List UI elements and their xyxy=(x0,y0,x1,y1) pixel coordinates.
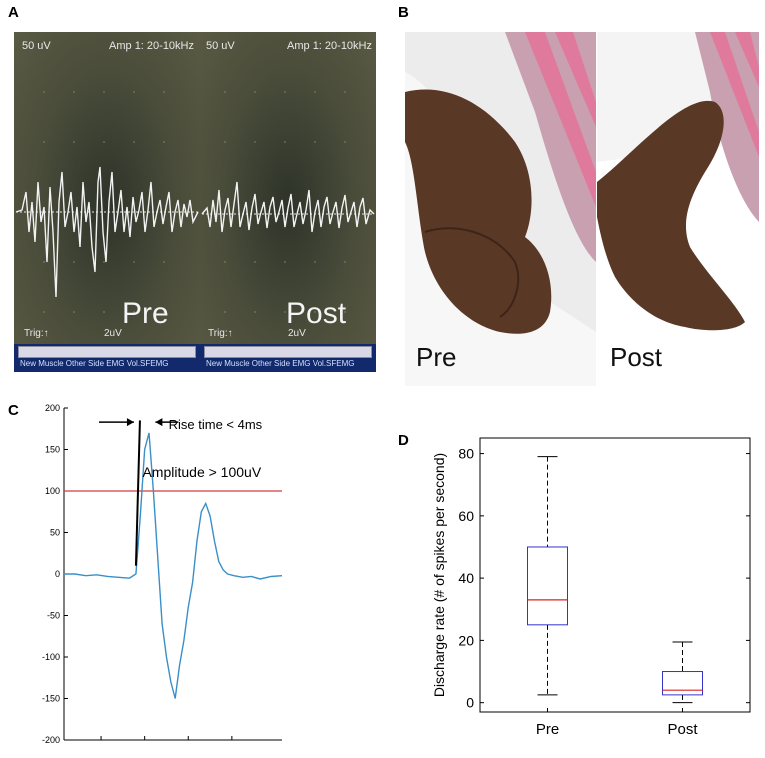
scope-menu: New Muscle Other Side EMG Vol.SFEMG xyxy=(206,359,355,368)
y-tick-label: -150 xyxy=(42,694,60,704)
y-tick-label: 200 xyxy=(45,403,60,413)
pre-label: Pre xyxy=(122,297,169,330)
rise-arrowhead-right xyxy=(155,418,163,427)
photo-post xyxy=(597,32,759,386)
amplitude-annotation: Amplitude > 100uV xyxy=(142,464,261,480)
iqr-box xyxy=(527,546,568,626)
rise-arrowhead-left xyxy=(126,418,134,427)
waveform-line xyxy=(64,432,283,699)
y-tick-label: 20 xyxy=(458,632,474,648)
panel-letter-d: D xyxy=(398,432,409,449)
grid-dots xyxy=(224,91,346,313)
scope-menu: New Muscle Other Side EMG Vol.SFEMG xyxy=(20,359,169,368)
emg-screen-pre-display: 50 uV Amp 1: 20-10kHz Trig:↑ 2uV Pre xyxy=(14,32,200,344)
gain-label: 2uV xyxy=(104,328,122,339)
rise-time-annotation: Rise time < 4ms xyxy=(169,417,263,432)
y-tick-label: 150 xyxy=(45,445,60,455)
y-tick-label: 0 xyxy=(466,695,474,711)
emg-waveform-post xyxy=(201,181,375,233)
plot-frame xyxy=(479,437,751,713)
scale-label: 50 uV xyxy=(22,40,51,52)
panel-letter-c: C xyxy=(8,402,19,419)
y-tick-label: 100 xyxy=(45,486,60,496)
emg-screen-post: 50 uV Amp 1: 20-10kHz Trig:↑ 2uV Post Ne… xyxy=(200,32,376,372)
grid-dots xyxy=(43,91,165,313)
hand-photos xyxy=(405,32,759,386)
trig-label: Trig:↑ xyxy=(24,328,49,339)
emg-waveform-pre xyxy=(15,166,199,298)
iqr-box xyxy=(662,671,703,696)
emg-screen-pre: 50 uV Amp 1: 20-10kHz Trig:↑ 2uV Pre New… xyxy=(14,32,200,372)
emg-trace-post xyxy=(201,91,375,313)
trig-label: Trig:↑ xyxy=(208,328,233,339)
y-tick-label: 80 xyxy=(458,446,474,462)
chart-discharge-rate-boxplot: 0 20 40 60 80 Pre Post Discharge rate (# of spi… xyxy=(431,437,751,738)
scope-status-bar: New Muscle Other Side EMG Vol.SFEMG xyxy=(14,344,200,372)
y-tick-label: 40 xyxy=(458,570,474,586)
amp-label: Amp 1: 20-10kHz xyxy=(287,40,372,52)
y-tick-label: 0 xyxy=(55,569,60,579)
x-tick-label: Pre xyxy=(536,721,559,738)
scale-label: 50 uV xyxy=(206,40,235,52)
emg-screen-post-display: 50 uV Amp 1: 20-10kHz Trig:↑ 2uV Post xyxy=(200,32,376,344)
y-tick-label: -200 xyxy=(42,735,60,745)
panel-letter-b: B xyxy=(398,4,409,21)
photo-post-label: Post xyxy=(610,342,663,372)
panel-letter-a: A xyxy=(8,4,19,21)
photo-pre xyxy=(405,32,596,386)
amp-label: Amp 1: 20-10kHz xyxy=(109,40,194,52)
emg-trace-pre xyxy=(15,91,199,313)
scope-scrollbar[interactable] xyxy=(18,346,196,358)
scope-scrollbar[interactable] xyxy=(204,346,372,358)
photo-pre-label: Pre xyxy=(416,342,457,372)
chart-motor-unit-potential: -200 -150 -100 -50 0 50 100 150 200 Rise time < 4… xyxy=(42,403,283,745)
post-label: Post xyxy=(286,297,347,330)
y-tick-label: 60 xyxy=(458,508,474,524)
y-tick-label: -100 xyxy=(42,652,60,662)
y-axis-label: Discharge rate (# of spikes per second) xyxy=(431,453,447,697)
y-tick-label: 50 xyxy=(50,528,60,538)
gain-label: 2uV xyxy=(288,328,306,339)
scope-status-bar: New Muscle Other Side EMG Vol.SFEMG xyxy=(200,344,376,372)
rise-onset-line xyxy=(134,420,141,566)
x-tick-label: Post xyxy=(667,721,698,738)
y-tick-label: -50 xyxy=(47,611,60,621)
